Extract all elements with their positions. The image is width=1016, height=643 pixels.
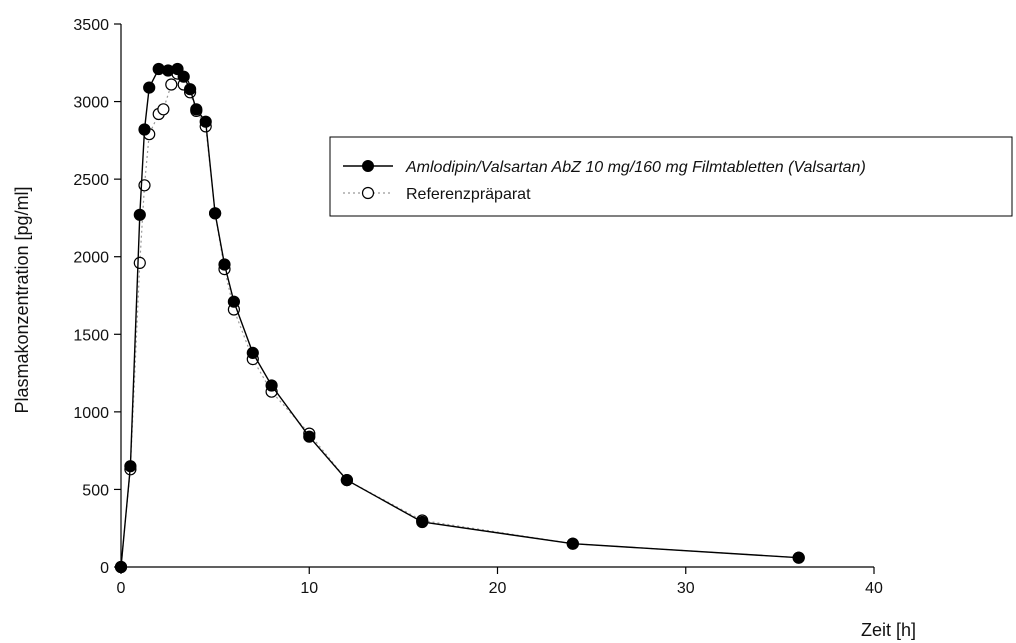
series-test-point bbox=[184, 83, 197, 96]
series-ref-point bbox=[133, 256, 146, 269]
series-test-point bbox=[218, 258, 231, 271]
legend-label-ref: Referenzpräparat bbox=[406, 186, 531, 203]
y-tick-label: 3000 bbox=[73, 95, 109, 112]
y-tick-label: 0 bbox=[100, 560, 109, 577]
series-test-point bbox=[138, 123, 151, 136]
y-tick-label: 1500 bbox=[73, 327, 109, 344]
legend-marker-test bbox=[362, 160, 374, 172]
x-tick-label: 10 bbox=[300, 580, 318, 597]
series-test-point bbox=[792, 551, 805, 564]
x-tick-label: 30 bbox=[677, 580, 695, 597]
legend-marker-ref bbox=[361, 186, 375, 200]
y-tick-label: 2500 bbox=[73, 172, 109, 189]
y-tick-label: 3500 bbox=[73, 17, 109, 34]
series-test-point bbox=[143, 81, 156, 94]
legend-label-test: Amlodipin/Valsartan AbZ 10 mg/160 mg Fil… bbox=[405, 159, 866, 176]
series-test-line bbox=[120, 68, 799, 568]
y-axis-title: Plasmakonzentration [pg/ml] bbox=[12, 186, 32, 413]
y-tick-label: 1000 bbox=[73, 405, 109, 422]
series-test-point bbox=[209, 207, 222, 220]
series-test-point bbox=[199, 115, 212, 128]
series-test-point bbox=[303, 430, 316, 443]
series-test-point bbox=[246, 346, 259, 359]
y-tick-label: 2000 bbox=[73, 250, 109, 267]
series-test-point bbox=[177, 70, 190, 83]
x-tick-label: 20 bbox=[489, 580, 507, 597]
x-tick-label: 0 bbox=[117, 580, 126, 597]
series-test-point bbox=[566, 537, 579, 550]
series-test-point bbox=[265, 379, 278, 392]
series-ref-point bbox=[165, 78, 178, 91]
series-ref-point bbox=[157, 103, 170, 116]
series-test-point bbox=[227, 295, 240, 308]
axes bbox=[120, 24, 874, 568]
legend-box bbox=[329, 136, 1013, 217]
x-axis-title: Zeit [h] bbox=[861, 620, 916, 640]
series-test-point bbox=[124, 460, 137, 473]
x-tick-label: 40 bbox=[865, 580, 883, 597]
series-test-point bbox=[133, 208, 146, 221]
ticks: 0 10 20 30 40 0 500 1000 1500 2000 2500 3000 3500 bbox=[73, 17, 883, 597]
series-test-point bbox=[416, 515, 429, 529]
y-tick-label: 500 bbox=[82, 482, 109, 499]
series-test-point bbox=[114, 560, 128, 574]
series-test-point bbox=[190, 103, 203, 116]
legend: Amlodipin/Valsartan AbZ 10 mg/160 mg Fil… bbox=[329, 136, 1013, 217]
series-test-point bbox=[340, 474, 353, 487]
series-ref-line bbox=[120, 72, 799, 568]
series-amlodipin-valsartan bbox=[114, 62, 805, 574]
